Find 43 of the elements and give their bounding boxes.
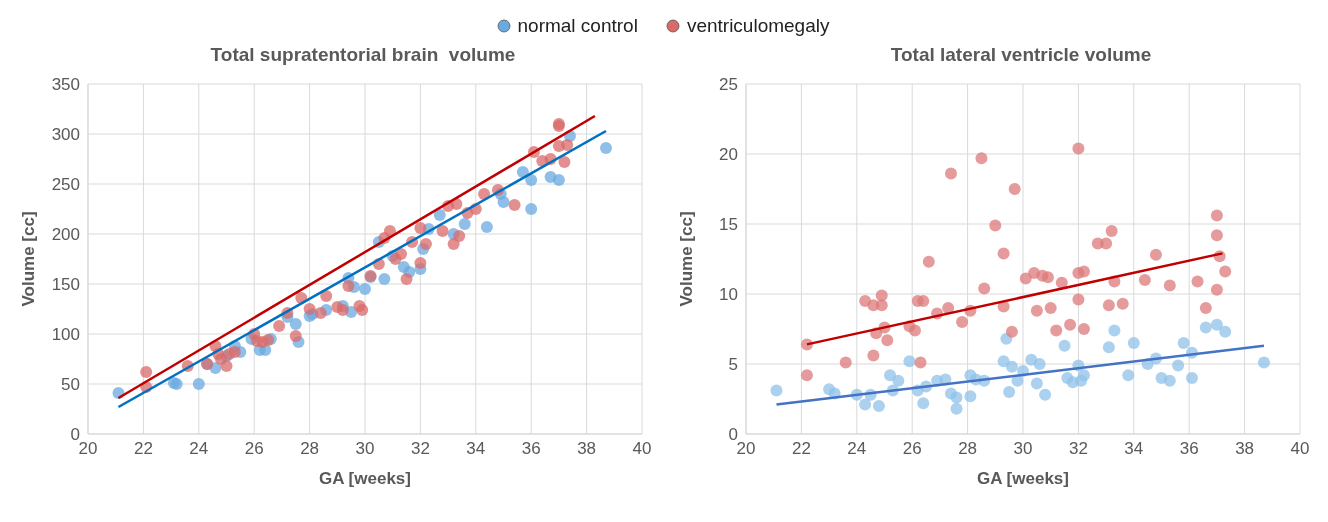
legend-label: normal control [516, 15, 638, 37]
y-tick-label: 25 [719, 75, 738, 95]
y-tick-label: 250 [51, 175, 80, 195]
x-tick-label: 30 [1013, 439, 1033, 459]
x-tick-label: 24 [189, 439, 209, 459]
y-tick-label: 50 [61, 375, 80, 395]
x-tick-label: 36 [1179, 439, 1199, 459]
y-tick-label: 0 [728, 425, 738, 445]
x-tick-label: 38 [1235, 439, 1255, 459]
y-axis-title: Volume [cc] [19, 211, 39, 307]
x-tick-label: 20 [78, 439, 98, 459]
y-tick-label: 150 [51, 275, 80, 295]
x-axis-title: GA [weeks] [319, 469, 411, 488]
x-tick-label: 32 [1068, 439, 1088, 459]
y-tick-label: 10 [719, 285, 738, 305]
chart-title: Total lateral ventricle volume [889, 44, 1153, 67]
y-tick-label: 15 [719, 215, 738, 235]
y-tick-label: 200 [51, 225, 80, 245]
x-axis-title: GA [weeks] [977, 469, 1069, 488]
y-tick-label: 5 [728, 355, 738, 375]
x-tick-label: 22 [133, 439, 153, 459]
x-tick-label: 26 [902, 439, 922, 459]
legend-label: ventriculomegaly [685, 15, 830, 37]
x-tick-label: 38 [577, 439, 597, 459]
x-tick-label: 34 [1124, 439, 1144, 459]
y-tick-label: 350 [51, 75, 80, 95]
x-tick-label: 36 [521, 439, 541, 459]
y-tick-label: 300 [51, 125, 80, 145]
x-tick-label: 34 [466, 439, 486, 459]
x-tick-label: 40 [1290, 439, 1310, 459]
x-tick-label: 28 [300, 439, 320, 459]
y-tick-label: 0 [70, 425, 80, 445]
y-tick-label: 100 [51, 325, 80, 345]
y-axis-title: Volume [cc] [677, 211, 697, 307]
chart-title: Total supratentorial brain volume [209, 44, 517, 67]
x-tick-label: 30 [355, 439, 375, 459]
x-tick-label: 24 [847, 439, 867, 459]
x-tick-label: 28 [958, 439, 978, 459]
x-tick-label: 26 [244, 439, 264, 459]
y-tick-label: 20 [719, 145, 738, 165]
x-tick-label: 32 [410, 439, 430, 459]
x-tick-label: 40 [632, 439, 652, 459]
x-tick-label: 22 [791, 439, 811, 459]
